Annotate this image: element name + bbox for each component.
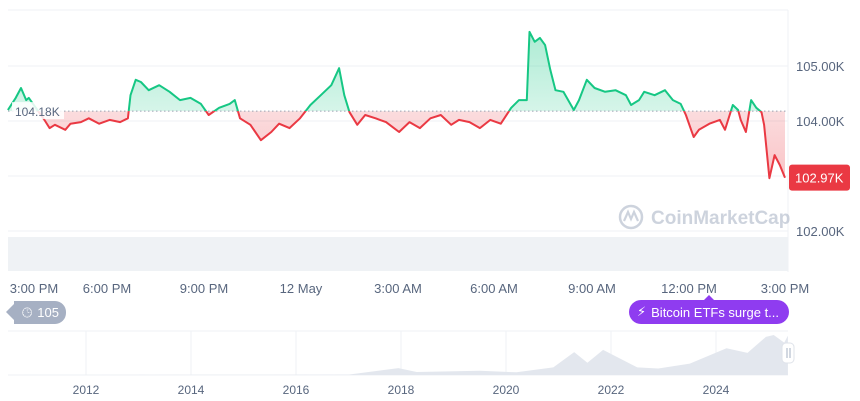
navigator-year-label: 2018 xyxy=(388,383,415,397)
x-tick-label: 12:00 PM xyxy=(661,281,717,296)
navigator-year-label: 2022 xyxy=(598,383,625,397)
watermark-logo: CoinMarketCap xyxy=(618,204,790,230)
x-tick-label: 9:00 PM xyxy=(180,281,228,296)
y-tick-label: 105.00K xyxy=(796,59,845,74)
x-tick-label: 3:00 PM xyxy=(761,281,809,296)
lightning-icon: ⚡︎ xyxy=(637,304,647,319)
price-line-up xyxy=(7,30,762,112)
navigator[interactable]: 2012 2014 2016 2018 2020 2022 2024 xyxy=(8,330,795,397)
navigator-year-label: 2014 xyxy=(178,383,205,397)
grid-lines xyxy=(8,9,789,272)
navigator-area xyxy=(12,335,788,375)
events-count-badge[interactable]: 🕒︎ 105 xyxy=(6,301,66,324)
x-tick-label: 9:00 AM xyxy=(568,281,616,296)
volume-bars xyxy=(8,237,788,271)
x-tick-label: 6:00 PM xyxy=(83,281,131,296)
current-price-label: 102.97K xyxy=(795,171,844,186)
current-price-badge xyxy=(789,164,850,191)
baseline-label: 104.18K xyxy=(15,105,60,119)
baseline-label-bg xyxy=(12,102,64,120)
area-below-baseline xyxy=(7,111,785,179)
navigator-handle[interactable] xyxy=(781,342,795,364)
watermark-text: CoinMarketCap xyxy=(651,208,790,229)
x-tick-label: 3:00 AM xyxy=(374,281,422,296)
history-icon: 🕒︎ xyxy=(22,304,33,320)
price-line-down xyxy=(36,111,786,180)
y-tick-label: 104.00K xyxy=(796,114,845,129)
navigator-year-label: 2012 xyxy=(73,383,100,397)
x-tick-label: 3:00 PM xyxy=(10,281,58,296)
events-count: 105 xyxy=(37,305,59,320)
x-tick-label: 6:00 AM xyxy=(470,281,518,296)
area-above-baseline xyxy=(7,31,761,112)
navigator-year-label: 2020 xyxy=(493,383,520,397)
x-tick-label: 12 May xyxy=(280,281,323,296)
navigator-year-label: 2016 xyxy=(283,383,310,397)
news-event-badge[interactable]: ⚡︎ Bitcoin ETFs surge t... xyxy=(629,295,790,324)
y-tick-label: 102.00K xyxy=(796,224,845,239)
news-event-label: Bitcoin ETFs surge t... xyxy=(651,304,780,320)
navigator-year-label: 2024 xyxy=(703,383,730,397)
